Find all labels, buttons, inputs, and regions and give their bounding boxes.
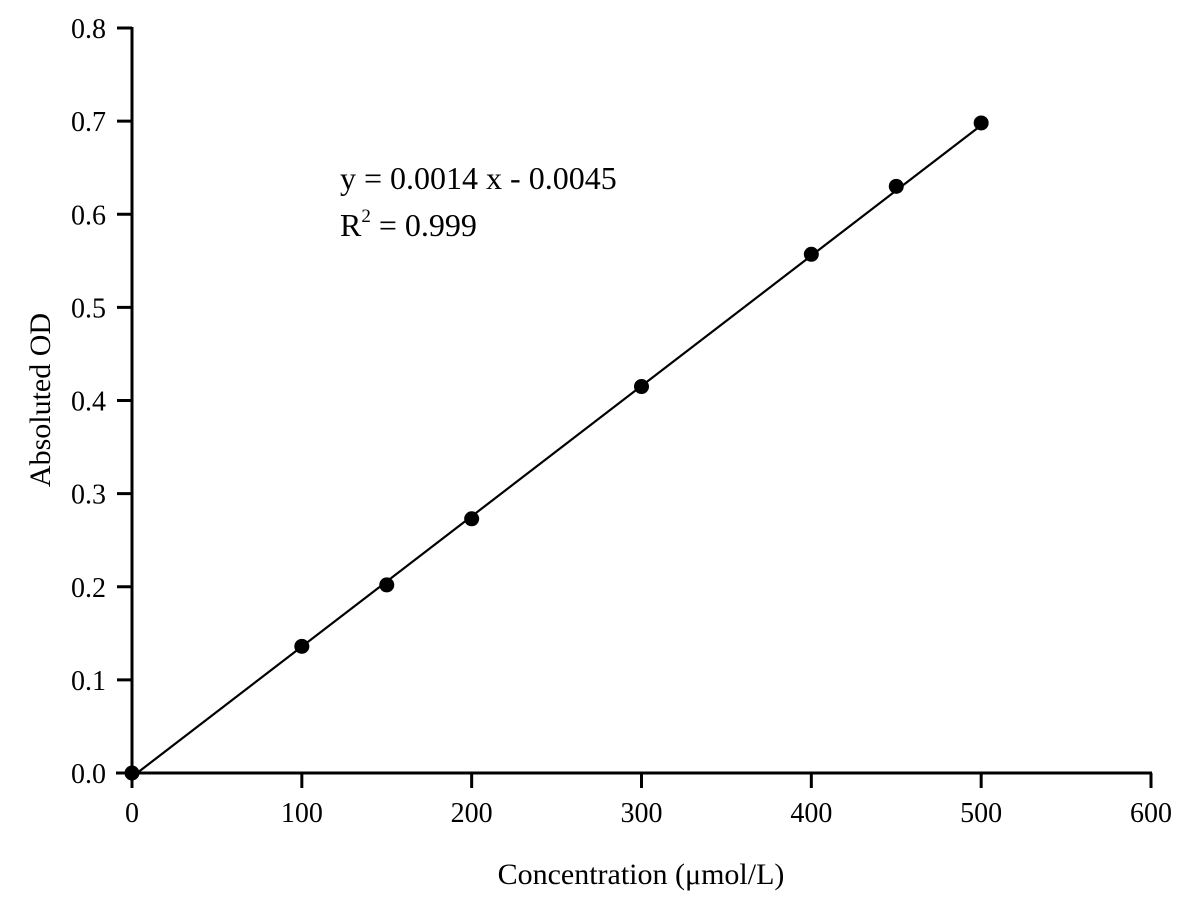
x-tick-label: 100 [281,798,323,829]
data-points [124,115,989,781]
x-tick-label: 500 [960,798,1002,829]
y-tick-label: 0.4 [71,387,106,418]
fit-line-path [136,124,982,774]
y-tick-label: 0.6 [71,200,106,231]
data-point [379,577,395,593]
y-tick-label: 0.2 [71,573,106,604]
y-tick-label: 0.7 [71,107,106,138]
y-tick-label: 0.8 [71,14,106,45]
x-axis: 0 100 200 300 400 500 600 [116,771,1172,829]
x-tick-label: 0 [125,798,139,829]
data-point [124,765,140,781]
y-tick-label: 0.0 [71,759,106,790]
x-tick-label: 400 [790,798,832,829]
data-point [464,511,480,527]
y-tick-label: 0.5 [71,293,106,324]
data-point [803,246,819,262]
y-tick-label: 0.3 [71,480,106,511]
regression-equation: y = 0.0014 x - 0.0045 [340,160,617,196]
data-point [634,379,649,395]
x-tick-label: 300 [621,798,663,829]
data-point [888,178,904,194]
y-axis: 0.0 0.1 0.2 0.3 0.4 0.5 0.6 0.7 0.8 [71,14,134,790]
data-point [294,638,310,654]
x-axis-title: Concentration (μmol/L) [498,858,785,891]
x-tick-label: 200 [451,798,493,829]
data-point [973,115,989,131]
x-tick-label: 600 [1130,798,1172,829]
r-squared-label: R2 = 0.999 [340,206,477,243]
y-tick-label: 0.1 [71,666,106,697]
regression-line [136,124,982,774]
y-axis-title: Absoluted OD [24,313,57,487]
